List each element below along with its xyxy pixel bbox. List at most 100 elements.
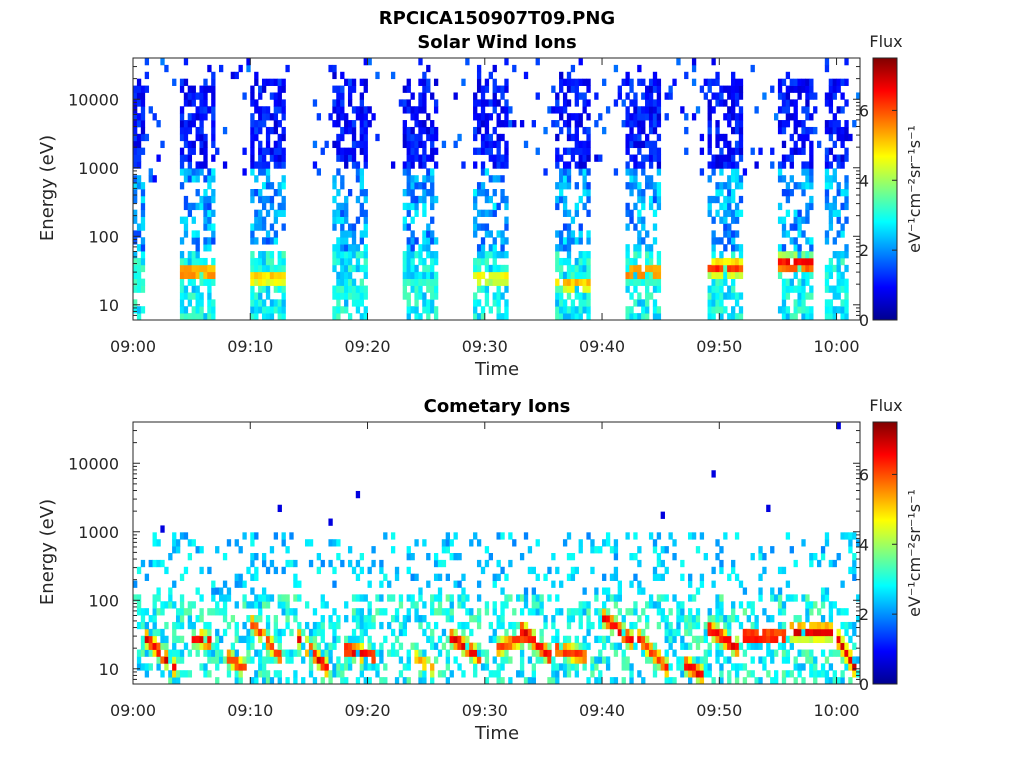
heatmap-cell	[336, 92, 341, 100]
heatmap-cell	[136, 140, 142, 149]
heatmap-cell	[238, 546, 243, 554]
heatmap-cell	[805, 85, 810, 93]
heatmap-cell	[254, 573, 259, 581]
heatmap-cell	[476, 299, 482, 307]
heatmap-cell	[727, 147, 732, 155]
heatmap-cell	[738, 140, 744, 149]
heatmap-cell	[332, 175, 337, 183]
heatmap-cell	[406, 306, 411, 314]
heatmap-cell	[820, 670, 826, 678]
heatmap-cell	[136, 608, 142, 616]
heatmap-cell	[566, 244, 572, 252]
heatmap-cell	[645, 230, 650, 238]
heatmap-cell	[433, 106, 439, 114]
heatmap-cell	[734, 161, 740, 169]
heatmap-cell	[430, 182, 435, 190]
heatmap-cell	[633, 161, 638, 169]
heatmap-cell	[414, 182, 419, 190]
heatmap-cell	[629, 175, 634, 183]
heatmap-cell	[344, 278, 349, 286]
heatmap-cell	[559, 292, 564, 300]
heatmap-cell	[203, 257, 208, 266]
heatmap-cell	[367, 601, 372, 609]
heatmap-cell	[562, 642, 568, 650]
heatmap-cell	[641, 168, 646, 176]
heatmap-cell	[656, 85, 662, 93]
heatmap-cell	[817, 670, 822, 678]
heatmap-cell	[582, 154, 587, 162]
heatmap-cell	[152, 539, 157, 547]
heatmap-cell	[820, 553, 826, 561]
heatmap-cell	[426, 285, 431, 293]
heatmap-cell	[629, 78, 634, 86]
heatmap-cell	[598, 670, 603, 678]
heatmap-cell	[476, 147, 482, 155]
heatmap-cell	[363, 154, 368, 162]
heatmap-cell	[645, 615, 650, 623]
heatmap-cell	[140, 264, 146, 273]
heatmap-cell	[836, 161, 841, 169]
heatmap-cell	[281, 223, 286, 231]
heatmap-cell	[484, 278, 490, 286]
heatmap-cell	[207, 216, 212, 224]
heatmap-cell	[195, 113, 200, 121]
heatmap-cell	[199, 257, 204, 266]
heatmap-cell	[476, 251, 482, 259]
heatmap-cell	[410, 154, 415, 162]
heatmap-cell	[473, 92, 478, 100]
heatmap-cell	[347, 223, 353, 231]
heatmap-cell	[633, 271, 638, 280]
heatmap-cell	[269, 223, 275, 231]
heatmap-cell	[277, 278, 282, 286]
heatmap-cell	[496, 202, 501, 211]
heatmap-cell	[594, 92, 599, 100]
heatmap-cell	[570, 271, 576, 280]
heatmap-cell	[645, 292, 650, 300]
heatmap-cell	[344, 299, 349, 307]
heatmap-cell	[500, 161, 505, 169]
heatmap-cell	[519, 120, 525, 128]
heatmap-cell	[281, 264, 286, 273]
heatmap-cell	[731, 195, 736, 204]
x-tick-label: 09:40	[579, 701, 625, 720]
heatmap-cell	[805, 594, 810, 602]
heatmap-cell	[562, 168, 568, 176]
heatmap-cell	[410, 113, 415, 121]
heatmap-cell	[371, 663, 376, 671]
heatmap-cell	[148, 168, 153, 176]
heatmap-cell	[234, 601, 239, 609]
heatmap-cell	[410, 573, 415, 581]
heatmap-cell	[344, 120, 349, 128]
heatmap-cell	[531, 608, 536, 616]
heatmap-cell	[191, 313, 196, 321]
heatmap-cell	[340, 251, 345, 259]
heatmap-cell	[824, 539, 830, 547]
heatmap-cell	[566, 175, 572, 183]
heatmap-cell	[418, 195, 423, 204]
heatmap-cell	[473, 642, 478, 650]
heatmap-cell	[273, 113, 279, 121]
heatmap-cell	[656, 649, 662, 657]
heatmap-cell	[187, 209, 193, 217]
heatmap-cell	[344, 601, 349, 609]
heatmap-cell	[586, 154, 591, 162]
heatmap-cell	[664, 635, 669, 644]
heatmap-cell	[809, 601, 814, 609]
heatmap-cell	[805, 608, 810, 616]
heatmap-cell	[840, 251, 845, 259]
heatmap-cell	[195, 251, 200, 259]
heatmap-cell	[437, 594, 443, 602]
heatmap-cell	[680, 656, 685, 664]
heatmap-cell	[230, 615, 236, 623]
heatmap-cell	[793, 140, 798, 149]
heatmap-cell	[629, 278, 634, 286]
heatmap-cell	[281, 182, 286, 190]
heatmap-cell	[367, 580, 372, 588]
heatmap-cell	[715, 237, 720, 245]
heatmap-cell	[715, 649, 720, 657]
heatmap-cell	[422, 92, 427, 100]
heatmap-cell	[359, 230, 365, 238]
heatmap-cell	[684, 71, 689, 80]
heatmap-cell	[828, 677, 834, 685]
heatmap-cell	[351, 223, 357, 231]
